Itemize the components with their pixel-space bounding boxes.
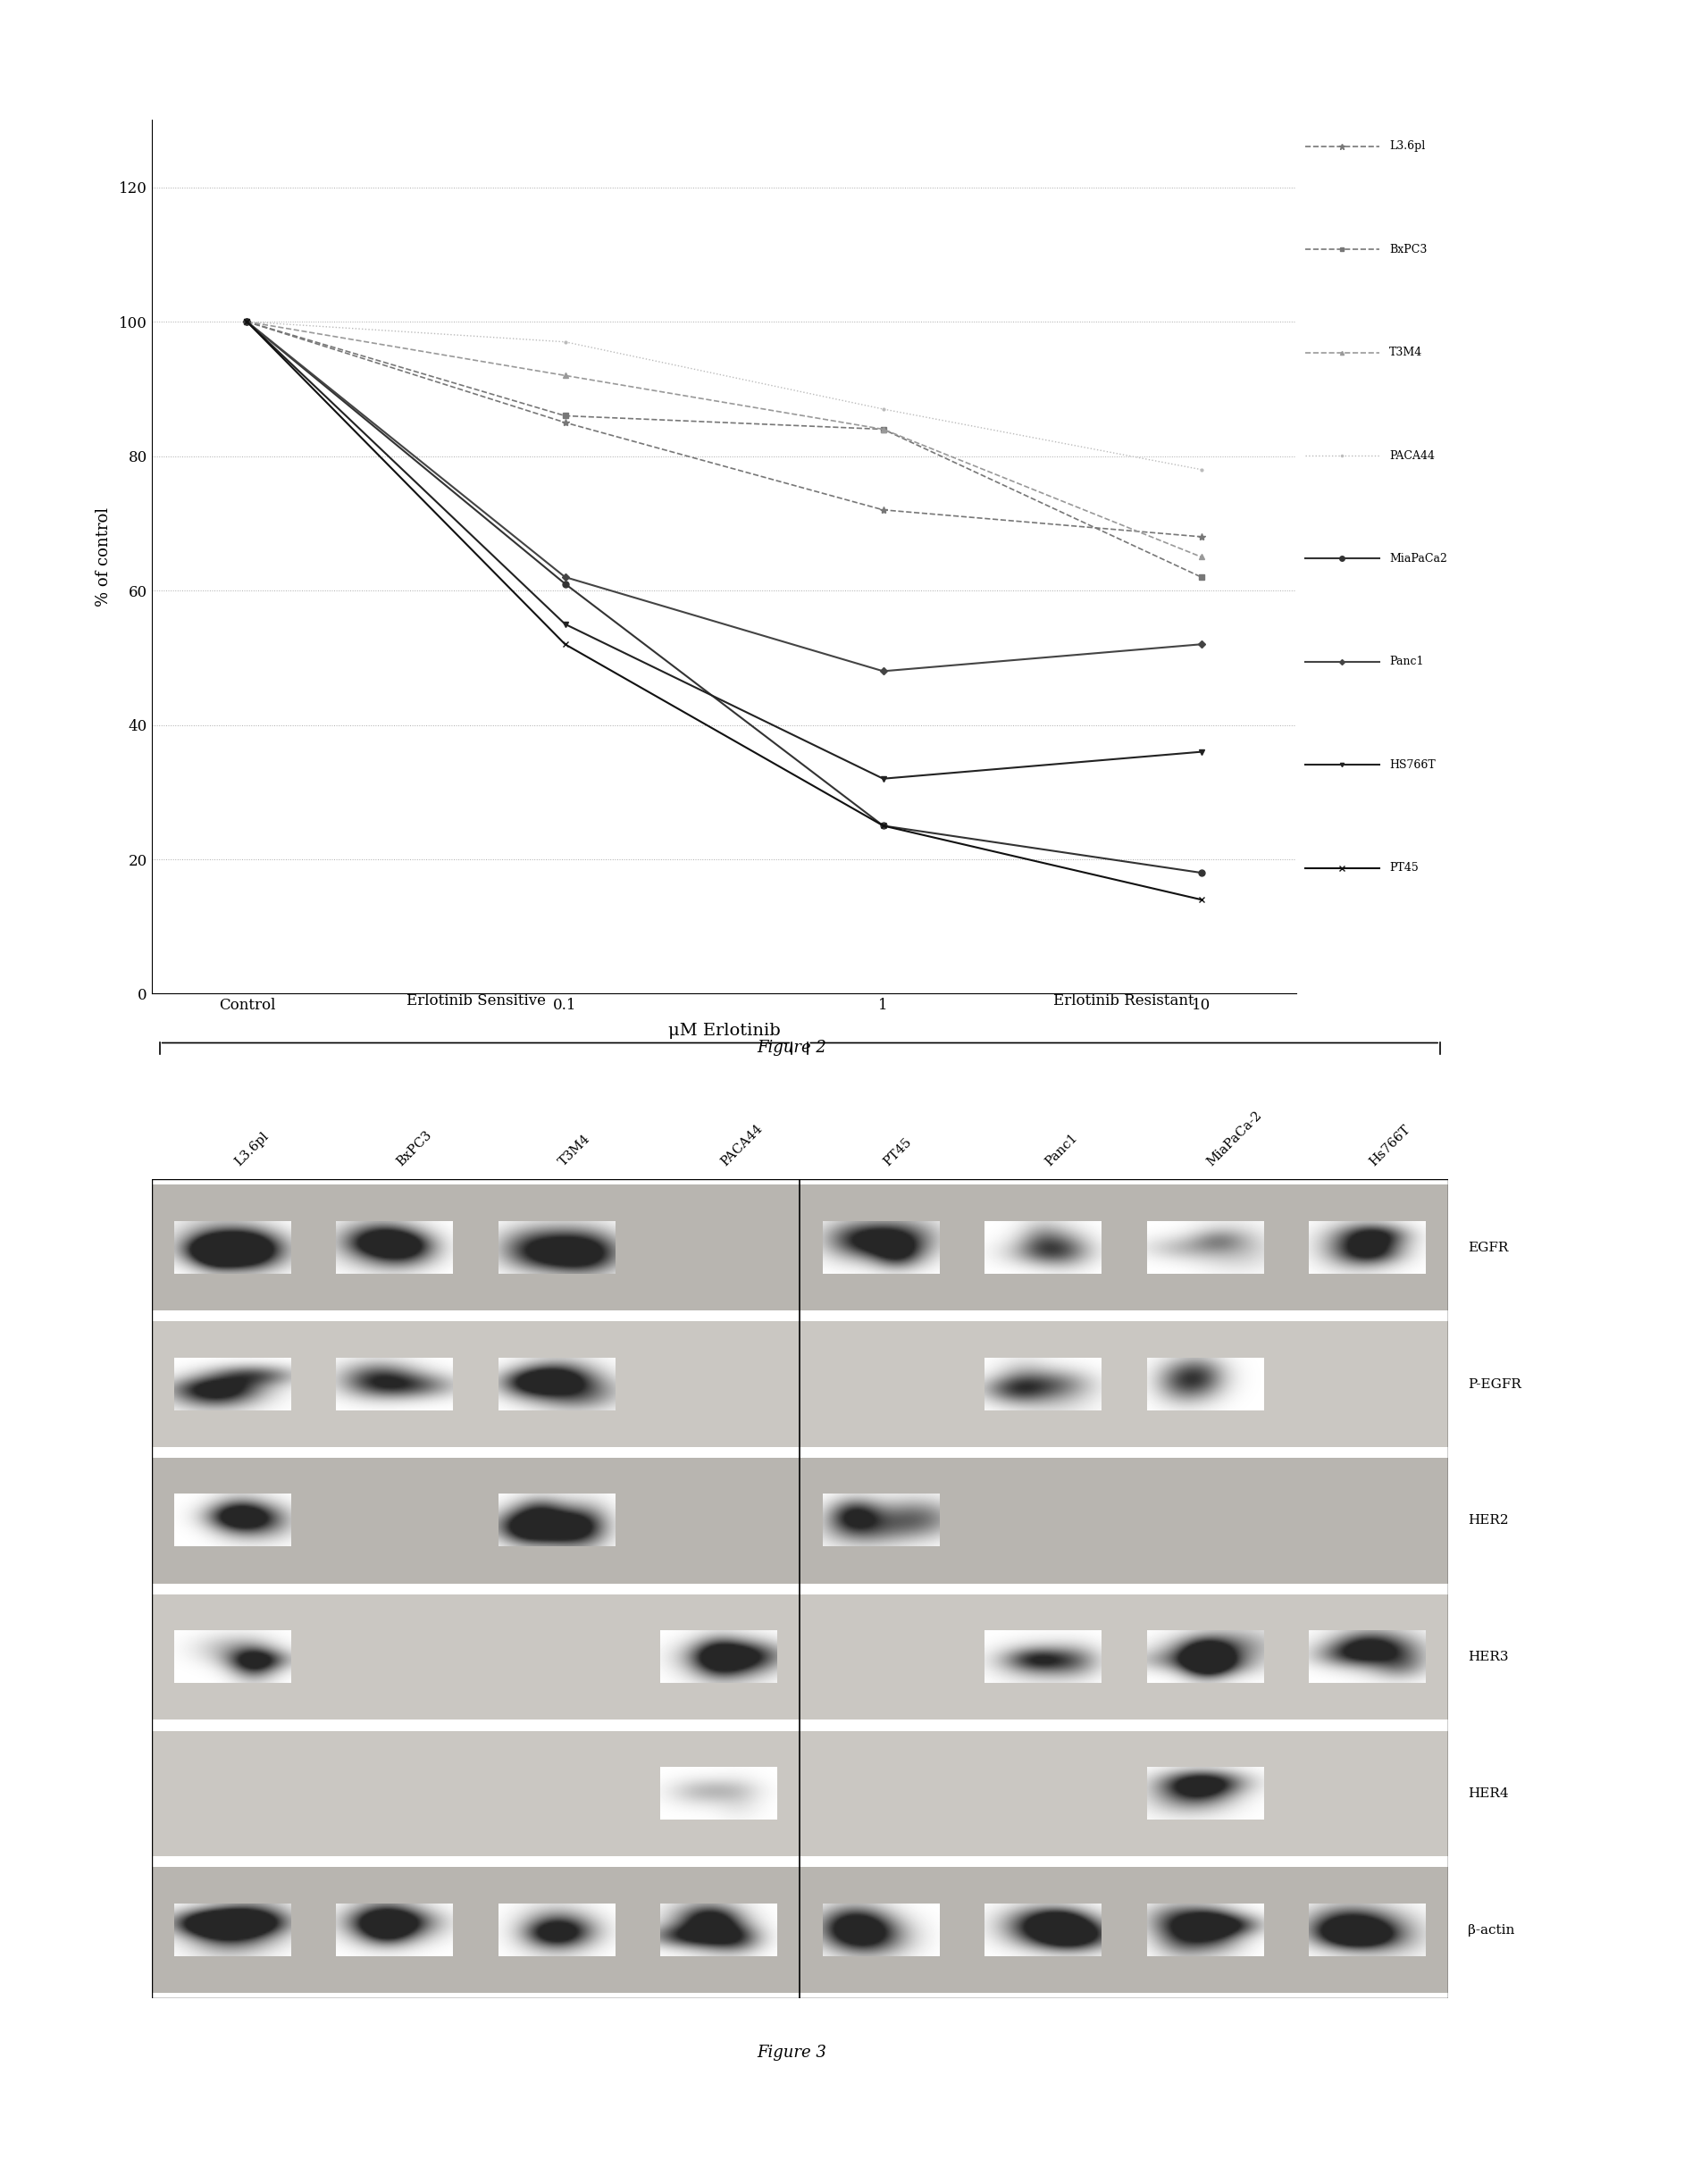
Text: PACA44: PACA44 xyxy=(1389,450,1435,461)
Bar xyxy=(152,1867,1448,1992)
Text: BxPC3: BxPC3 xyxy=(394,1129,434,1168)
Text: Figure 2: Figure 2 xyxy=(756,1040,827,1057)
Bar xyxy=(152,1730,1448,1856)
Text: Hs766T: Hs766T xyxy=(1367,1123,1413,1168)
Text: MiaPaCa-2: MiaPaCa-2 xyxy=(1206,1109,1265,1168)
Text: T3M4: T3M4 xyxy=(557,1131,593,1168)
Text: HER3: HER3 xyxy=(1468,1651,1509,1664)
Text: PT45: PT45 xyxy=(881,1136,914,1168)
Text: HS766T: HS766T xyxy=(1389,760,1435,771)
Text: HER4: HER4 xyxy=(1468,1787,1509,1800)
Text: BxPC3: BxPC3 xyxy=(1389,245,1426,256)
Text: β-actin: β-actin xyxy=(1468,1924,1514,1937)
Text: Erlotinib Resistant: Erlotinib Resistant xyxy=(1054,994,1194,1009)
Text: HER2: HER2 xyxy=(1468,1514,1509,1527)
Text: Erlotinib Sensitive: Erlotinib Sensitive xyxy=(406,994,546,1009)
Text: T3M4: T3M4 xyxy=(1389,347,1423,358)
Text: PT45: PT45 xyxy=(1389,863,1418,874)
Text: P-EGFR: P-EGFR xyxy=(1468,1378,1521,1391)
Bar xyxy=(152,1459,1448,1583)
Bar xyxy=(152,1321,1448,1446)
Text: Figure 3: Figure 3 xyxy=(756,2044,827,2062)
X-axis label: μM Erlotinib: μM Erlotinib xyxy=(669,1022,780,1040)
Text: MiaPaCa2: MiaPaCa2 xyxy=(1389,553,1447,563)
Bar xyxy=(152,1594,1448,1721)
Text: L3.6pl: L3.6pl xyxy=(232,1129,271,1168)
Text: EGFR: EGFR xyxy=(1468,1241,1509,1254)
Bar xyxy=(152,1184,1448,1310)
Text: PACA44: PACA44 xyxy=(719,1123,765,1168)
Text: Panc1: Panc1 xyxy=(1389,655,1423,668)
Y-axis label: % of control: % of control xyxy=(96,507,111,607)
Text: L3.6pl: L3.6pl xyxy=(1389,140,1425,153)
Text: Panc1: Panc1 xyxy=(1042,1131,1079,1168)
